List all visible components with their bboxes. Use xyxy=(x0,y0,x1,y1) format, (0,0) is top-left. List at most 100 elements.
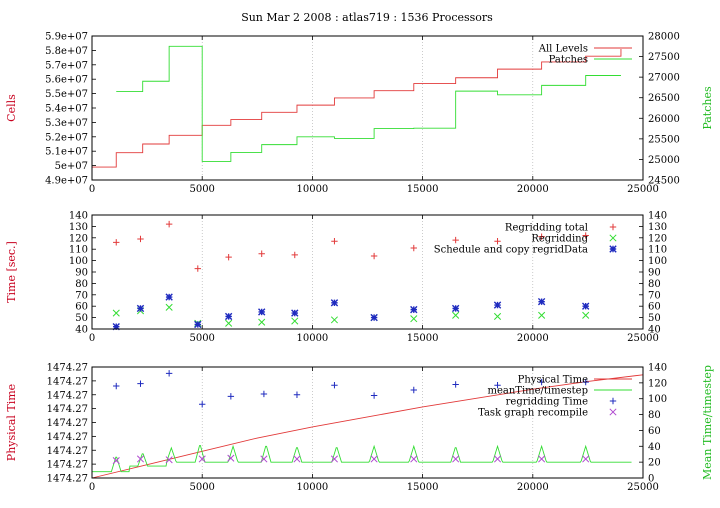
data-point xyxy=(493,312,502,321)
legend-swatch xyxy=(609,245,617,253)
data-point xyxy=(165,220,173,228)
data-point xyxy=(494,382,501,389)
legend-label: Patches xyxy=(549,55,588,66)
y2-tick-label: 80 xyxy=(648,410,661,421)
figure-title: Sun Mar 2 2008 : atlas719 : 1536 Process… xyxy=(241,11,493,24)
data-point xyxy=(112,323,120,331)
data-point xyxy=(198,455,206,463)
series-line-physical-time xyxy=(91,374,644,479)
y2-tick-label: 120 xyxy=(648,233,667,244)
x-tick-label: 5000 xyxy=(189,482,214,493)
data-point xyxy=(291,309,299,317)
y2-tick-label: 27500 xyxy=(648,52,680,63)
y2-tick-label: 26000 xyxy=(648,114,680,125)
y2-tick-label: 25000 xyxy=(648,155,680,166)
plot-frame xyxy=(91,366,644,479)
data-point xyxy=(370,392,378,399)
y2-tick-label: 140 xyxy=(648,211,667,222)
y2-tick-label: 50 xyxy=(648,313,661,324)
x-tick-label: 20000 xyxy=(517,482,549,493)
data-point xyxy=(410,455,418,463)
data-point xyxy=(291,317,299,325)
data-point xyxy=(137,380,144,387)
y2-tick-label: 100 xyxy=(648,256,667,267)
data-point xyxy=(494,238,501,245)
x-tick-label: 10000 xyxy=(296,482,328,493)
data-point xyxy=(582,232,589,239)
data-point xyxy=(165,293,173,301)
data-point xyxy=(225,319,233,327)
data-point xyxy=(331,238,338,245)
y2-tick-label: 20 xyxy=(648,458,661,469)
y-axis-label: Time [sec.] xyxy=(5,241,18,303)
data-point xyxy=(452,236,459,244)
y-tick-label: 1474.27 xyxy=(47,418,88,429)
data-point xyxy=(537,297,546,306)
data-point xyxy=(538,378,545,386)
legend-label: Task graph recompile xyxy=(478,408,588,419)
data-point xyxy=(582,455,590,463)
data-point xyxy=(538,455,546,463)
legend-label: All Levels xyxy=(538,44,588,55)
data-point xyxy=(136,455,145,463)
y-tick-label: 4.9e+07 xyxy=(45,176,88,187)
data-point xyxy=(410,315,418,323)
x-tick-label: 15000 xyxy=(407,482,439,493)
y-tick-label: 50 xyxy=(75,313,88,324)
x-tick-label: 10000 xyxy=(296,333,328,344)
y2-tick-label: 26500 xyxy=(648,93,680,104)
y2-tick-label: 0 xyxy=(648,474,654,485)
data-point xyxy=(410,305,418,314)
y-tick-label: 110 xyxy=(69,245,88,256)
data-point xyxy=(452,455,460,463)
data-point xyxy=(113,382,120,390)
x-tick-label: 0 xyxy=(89,184,95,195)
data-point xyxy=(293,455,301,463)
y2-tick-label: 100 xyxy=(648,394,667,405)
y-tick-label: 70 xyxy=(75,290,88,301)
data-point xyxy=(582,302,590,310)
legend-label: regridding Time xyxy=(506,397,588,408)
x-tick-label: 15000 xyxy=(407,184,439,195)
y-tick-label: 5.7e+07 xyxy=(45,60,88,71)
y-tick-label: 120 xyxy=(69,233,88,244)
data-point xyxy=(452,311,460,319)
data-point xyxy=(452,381,459,388)
y2-axis-label: Mean Time/timestep xyxy=(701,365,714,480)
plot-frame xyxy=(91,214,644,330)
data-point xyxy=(227,454,235,462)
data-point xyxy=(582,378,589,386)
y-tick-label: 1474.27 xyxy=(47,446,88,457)
y-tick-label: 1474.27 xyxy=(47,376,88,387)
data-point xyxy=(410,386,417,394)
data-point xyxy=(451,304,460,313)
y-tick-label: 60 xyxy=(75,302,88,313)
y2-tick-label: 28000 xyxy=(648,32,680,43)
legend-label: Schedule and copy regridData xyxy=(434,245,588,256)
y2-tick-label: 40 xyxy=(648,325,661,336)
y-axis-label: Cells xyxy=(5,94,18,122)
data-point xyxy=(410,244,417,252)
y2-tick-label: 27000 xyxy=(648,73,680,84)
y2-tick-label: 40 xyxy=(648,442,661,453)
y-tick-label: 1474.27 xyxy=(47,363,88,374)
y2-tick-label: 130 xyxy=(648,222,667,233)
x-tick-label: 25000 xyxy=(627,184,659,195)
data-point xyxy=(291,251,298,259)
x-tick-label: 0 xyxy=(89,333,95,344)
data-point xyxy=(165,370,173,377)
data-point xyxy=(165,456,173,464)
data-point xyxy=(370,313,378,322)
data-point xyxy=(538,233,545,240)
data-point xyxy=(493,301,502,309)
legend-swatch xyxy=(609,408,617,416)
y-tick-label: 1474.27 xyxy=(47,390,88,401)
data-point xyxy=(330,455,338,463)
y2-tick-label: 60 xyxy=(648,426,661,437)
y-tick-label: 130 xyxy=(69,222,88,233)
y2-tick-label: 80 xyxy=(648,279,661,290)
y2-tick-label: 110 xyxy=(648,245,667,256)
data-point xyxy=(225,253,232,261)
data-point xyxy=(293,391,301,398)
data-point xyxy=(227,393,235,400)
